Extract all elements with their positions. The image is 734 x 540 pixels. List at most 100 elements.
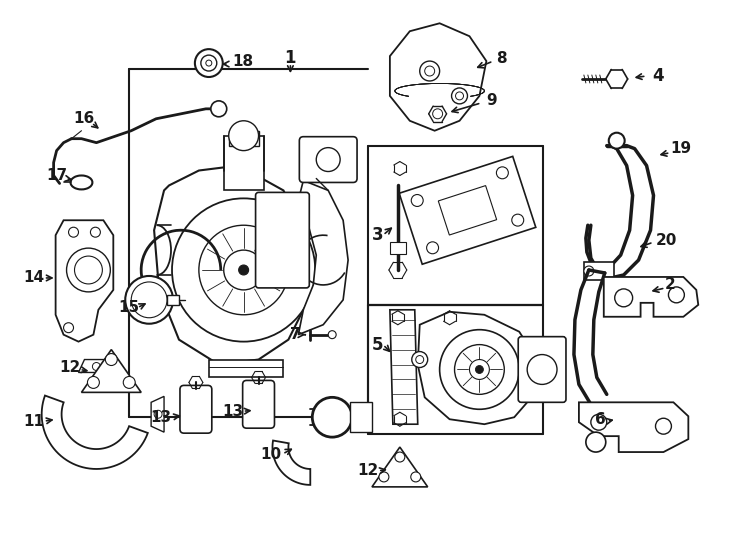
Circle shape <box>496 167 509 179</box>
Text: 19: 19 <box>670 141 691 156</box>
Text: 4: 4 <box>653 67 664 85</box>
Text: 3: 3 <box>372 226 384 244</box>
Bar <box>167 295 179 305</box>
Circle shape <box>451 88 468 104</box>
Circle shape <box>655 418 672 434</box>
Circle shape <box>476 366 484 374</box>
Circle shape <box>229 121 258 151</box>
Text: 17: 17 <box>46 168 68 183</box>
Circle shape <box>224 250 264 290</box>
Circle shape <box>201 55 217 71</box>
Circle shape <box>395 452 405 462</box>
Circle shape <box>411 194 424 206</box>
Circle shape <box>90 227 101 237</box>
Circle shape <box>154 410 162 418</box>
Polygon shape <box>272 441 310 485</box>
Bar <box>229 131 258 146</box>
Text: 13: 13 <box>222 404 243 418</box>
Circle shape <box>379 472 389 482</box>
Circle shape <box>411 472 421 482</box>
Circle shape <box>420 61 440 81</box>
Text: 6: 6 <box>595 411 606 427</box>
Polygon shape <box>298 180 348 335</box>
Text: 16: 16 <box>73 111 94 126</box>
Text: 5: 5 <box>372 336 384 354</box>
FancyBboxPatch shape <box>180 386 212 433</box>
Polygon shape <box>79 360 115 373</box>
Circle shape <box>316 147 340 172</box>
Circle shape <box>412 352 428 368</box>
FancyBboxPatch shape <box>518 336 566 402</box>
Circle shape <box>608 133 625 149</box>
Polygon shape <box>418 312 537 424</box>
Polygon shape <box>438 186 497 235</box>
Circle shape <box>415 355 424 363</box>
Circle shape <box>199 225 288 315</box>
Polygon shape <box>390 310 418 424</box>
Circle shape <box>75 256 102 284</box>
Text: 14: 14 <box>23 271 44 286</box>
Text: 7: 7 <box>290 327 301 342</box>
FancyBboxPatch shape <box>255 192 309 288</box>
Text: 10: 10 <box>260 447 281 462</box>
Circle shape <box>440 330 519 409</box>
Text: 12: 12 <box>59 360 80 375</box>
Circle shape <box>614 289 633 307</box>
Circle shape <box>206 60 212 66</box>
Circle shape <box>172 198 316 342</box>
Polygon shape <box>579 402 688 452</box>
Text: 9: 9 <box>486 93 497 109</box>
Circle shape <box>68 227 79 237</box>
Polygon shape <box>154 166 308 364</box>
FancyBboxPatch shape <box>243 380 275 428</box>
Circle shape <box>512 214 524 226</box>
Circle shape <box>591 414 607 430</box>
Circle shape <box>586 432 606 452</box>
Circle shape <box>426 242 438 254</box>
FancyBboxPatch shape <box>299 137 357 183</box>
Text: 18: 18 <box>232 53 253 69</box>
Polygon shape <box>56 220 113 342</box>
Text: 1: 1 <box>285 49 296 67</box>
Polygon shape <box>372 447 428 487</box>
Polygon shape <box>399 157 536 264</box>
Text: 15: 15 <box>119 300 139 315</box>
Circle shape <box>584 266 594 276</box>
Circle shape <box>425 66 435 76</box>
Circle shape <box>87 376 99 388</box>
Text: 12: 12 <box>357 463 379 478</box>
Circle shape <box>239 265 249 275</box>
Text: 8: 8 <box>496 51 506 65</box>
Bar <box>350 402 372 432</box>
Circle shape <box>126 276 173 323</box>
Text: 13: 13 <box>150 410 172 425</box>
Circle shape <box>527 355 557 384</box>
Text: 20: 20 <box>655 233 677 248</box>
Circle shape <box>462 204 473 217</box>
Circle shape <box>92 362 101 370</box>
Bar <box>224 136 264 191</box>
Circle shape <box>195 49 222 77</box>
Text: 2: 2 <box>665 278 676 293</box>
Circle shape <box>131 282 167 318</box>
Polygon shape <box>81 349 141 393</box>
Circle shape <box>432 109 443 119</box>
Polygon shape <box>42 395 148 469</box>
Circle shape <box>454 345 504 394</box>
Circle shape <box>312 397 352 437</box>
Circle shape <box>669 287 684 303</box>
Bar <box>390 242 406 254</box>
Circle shape <box>106 354 117 366</box>
Circle shape <box>328 330 336 339</box>
Circle shape <box>67 248 110 292</box>
Text: 11: 11 <box>23 414 44 429</box>
Circle shape <box>123 376 135 388</box>
Polygon shape <box>151 396 164 432</box>
Circle shape <box>211 101 227 117</box>
Bar <box>208 360 283 377</box>
Polygon shape <box>604 277 698 317</box>
Circle shape <box>470 360 490 380</box>
Bar <box>584 262 614 280</box>
Polygon shape <box>390 23 487 131</box>
Circle shape <box>456 92 463 100</box>
